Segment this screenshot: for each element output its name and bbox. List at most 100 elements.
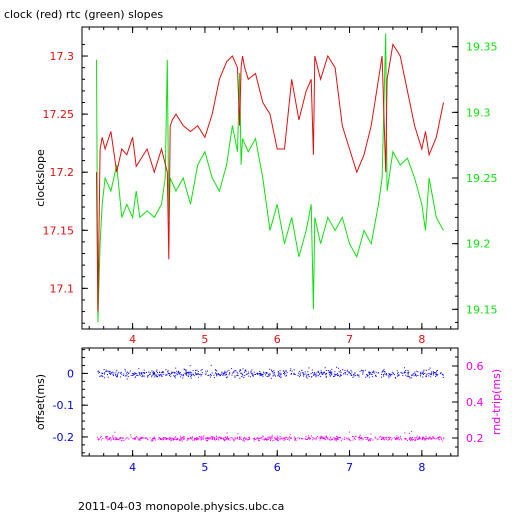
scatter-point [242,368,244,370]
scatter-point [270,438,272,440]
scatter-point [410,440,411,442]
scatter-point [339,374,341,376]
scatter-point [185,370,187,372]
scatter-point [401,439,402,441]
scatter-point [207,437,209,439]
scatter-point [333,373,335,375]
scatter-point [271,434,273,436]
scatter-point [206,437,208,439]
scatter-point [329,374,331,376]
scatter-point [432,374,434,376]
scatter-point [408,376,410,377]
scatter-point [326,437,327,439]
scatter-point [355,375,357,377]
scatter-point [246,438,248,440]
scatter-point [260,374,262,376]
scatter-point [165,437,167,439]
scatter-point [286,438,288,440]
scatter-point [418,438,420,440]
scatter-point [189,371,191,373]
scatter-point [404,371,406,373]
scatter-point [168,373,169,375]
scatter-point [391,438,393,440]
scatter-point [266,376,268,377]
scatter-point [350,439,352,441]
scatter-point [210,436,212,438]
scatter-point [395,438,397,439]
scatter-point [109,437,111,439]
scatter-point [301,369,303,371]
scatter-point [138,368,140,370]
scatter-point [208,438,210,440]
scatter-point [176,373,178,375]
scatter-point [295,437,297,439]
scatter-point [389,437,391,439]
scatter-point [275,438,277,440]
scatter-point [314,374,316,376]
scatter-point [388,373,390,375]
scatter-point [132,374,134,376]
scatter-point [323,437,325,439]
scatter-point [396,435,398,437]
scatter-point [440,437,442,439]
scatter-point [278,373,280,375]
scatter-point [280,437,282,439]
scatter-point [173,371,175,373]
scatter-point [174,437,176,439]
scatter-point [361,370,363,371]
scatter-point [272,371,274,373]
scatter-point [410,436,412,438]
scatter-point [109,371,111,373]
scatter-point [329,372,331,374]
scatter-point [412,373,414,375]
scatter-point [213,438,215,440]
scatter-point [189,365,191,367]
scatter-point [277,371,279,372]
scatter-point [305,436,307,438]
scatter-point [276,440,278,441]
scatter-point [300,375,302,377]
scatter-point [425,439,427,441]
scatter-point [144,372,146,374]
top-panel: clockslope 4 5 6 7 8 17.1 17.15 17.2 17.25 17.3 19… [34,26,498,346]
scatter-point [315,376,317,378]
scatter-point [340,372,342,374]
scatter-point [126,374,128,376]
scatter-point [257,437,259,439]
scatter-point [353,437,355,439]
scatter-point [181,437,183,439]
scatter-point [170,373,172,375]
scatter-point [359,437,361,438]
scatter-point [276,435,278,437]
scatter-point [404,371,406,373]
scatter-point [102,372,104,374]
scatter-point [324,367,326,369]
scatter-point [262,373,264,375]
scatter-point [359,435,361,437]
scatter-point [340,370,341,372]
scatter-point [142,437,144,439]
scatter-point [234,370,236,372]
scatter-point [112,374,114,375]
scatter-point [240,372,242,374]
scatter-point [210,374,212,376]
scatter-point [102,438,104,439]
scatter-point [428,369,430,371]
scatter-point [116,369,118,371]
scatter-point [384,437,386,439]
scatter-point [297,374,299,376]
scatter-point [295,440,297,441]
scatter-point [366,374,368,376]
scatter-point [144,438,146,439]
scatter-point [190,377,192,379]
scatter-point [248,375,250,377]
scatter-point [111,438,113,440]
scatter-point [202,436,204,438]
scatter-point [130,434,132,436]
scatter-point [375,374,377,376]
scatter-point [262,435,264,437]
scatter-point [198,436,200,438]
scatter-point [207,436,209,438]
scatter-point [375,375,377,377]
scatter-point [396,437,398,439]
